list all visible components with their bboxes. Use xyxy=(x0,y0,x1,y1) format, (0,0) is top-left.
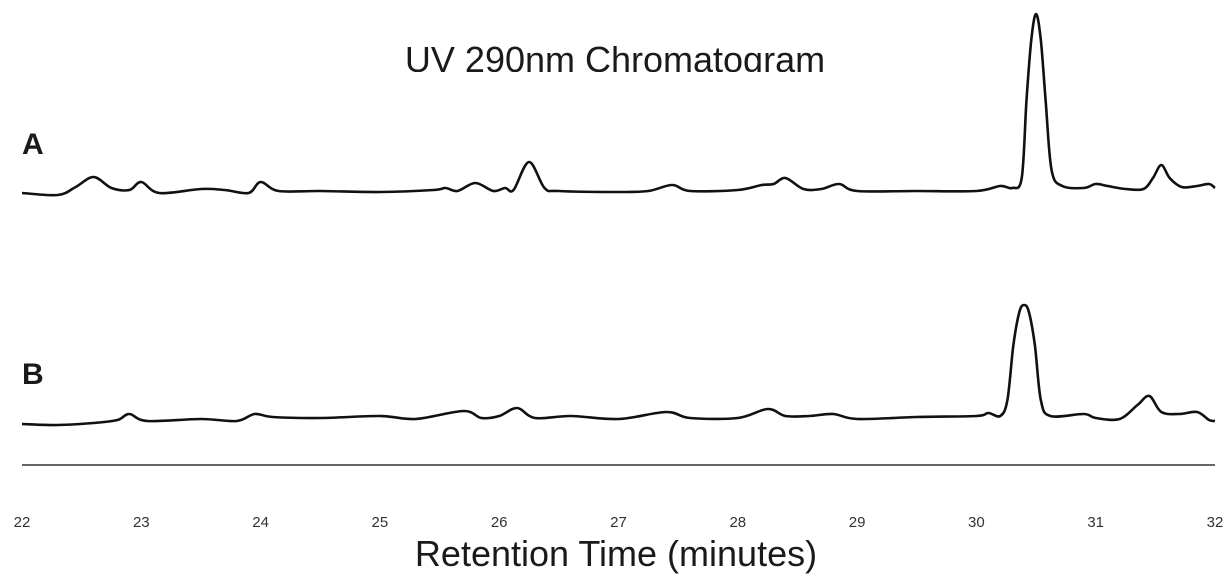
x-tick-label: 32 xyxy=(1207,514,1224,531)
x-tick-label: 25 xyxy=(372,514,389,531)
x-tick-label: 27 xyxy=(610,514,627,531)
trace-line xyxy=(21,12,1216,197)
x-tick-label: 26 xyxy=(491,514,508,531)
trace-line xyxy=(21,303,1216,427)
x-tick-label: 22 xyxy=(14,514,31,531)
series-label: B xyxy=(22,358,44,391)
x-tick-label: 30 xyxy=(968,514,985,531)
x-tick-label: 23 xyxy=(133,514,150,531)
x-tick-label: 24 xyxy=(252,514,269,531)
x-tick-label: 31 xyxy=(1087,514,1104,531)
series-label: A xyxy=(22,128,44,161)
chart-title: UV 290nm Chromatogram xyxy=(405,39,825,80)
x-tick-label: 29 xyxy=(849,514,866,531)
x-axis-title: Retention Time (minutes) xyxy=(415,533,817,574)
x-tick-label: 28 xyxy=(729,514,746,531)
